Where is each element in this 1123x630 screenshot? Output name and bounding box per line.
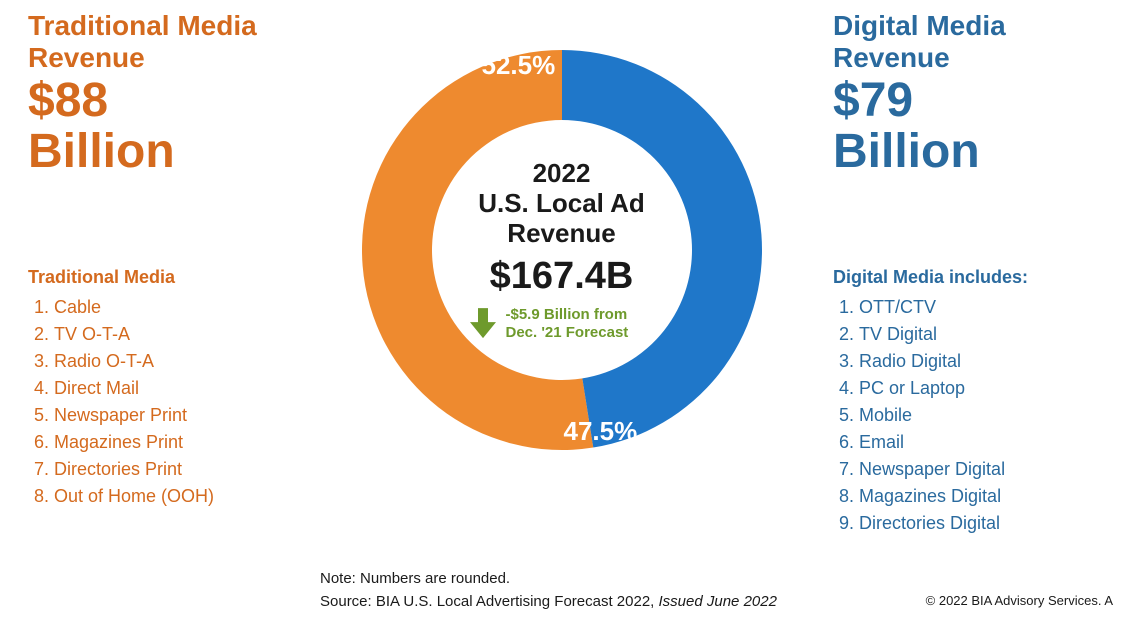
list-item: Directories Digital [859,510,1093,537]
list-item: TV O-T-A [54,321,298,348]
donut-year: 2022 [432,158,692,189]
list-item: TV Digital [859,321,1093,348]
list-item: Direct Mail [54,375,298,402]
donut-delta-text: -$5.9 Billion from Dec. '21 Forecast [506,306,656,342]
list-item: Cable [54,294,298,321]
footer-source-prefix: Source: BIA U.S. Local Advertising Forec… [320,593,659,610]
list-item: OTT/CTV [859,294,1093,321]
copyright: © 2022 BIA Advisory Services. A [926,593,1113,608]
list-item: Email [859,429,1093,456]
list-item: Directories Print [54,456,298,483]
footer-source: Source: BIA U.S. Local Advertising Forec… [320,593,777,610]
traditional-amount: $88 [28,76,298,126]
list-item: Magazines Digital [859,483,1093,510]
list-item: Radio Digital [859,348,1093,375]
traditional-title: Traditional Media Revenue [28,10,298,74]
list-item: Newspaper Digital [859,456,1093,483]
donut-center: 2022 U.S. Local Ad Revenue $167.4B -$5.9… [432,158,692,342]
traditional-list: CableTV O-T-ARadio O-T-ADirect MailNewsp… [28,294,298,510]
digital-unit: Billion [833,127,1093,177]
donut-label-digital: 47.5% [564,416,638,447]
digital-list-heading: Digital Media includes: [833,267,1093,288]
arrow-down-icon [468,306,498,340]
list-item: PC or Laptop [859,375,1093,402]
donut-total: $167.4B [432,255,692,298]
footer: Note: Numbers are rounded. Source: BIA U… [320,570,777,610]
digital-amount: $79 [833,76,1093,126]
traditional-panel: Traditional Media Revenue $88 Billion Tr… [28,10,298,510]
list-item: Radio O-T-A [54,348,298,375]
digital-list: OTT/CTVTV DigitalRadio DigitalPC or Lapt… [833,294,1093,537]
donut-title-line2: Revenue [432,219,692,249]
list-item: Mobile [859,402,1093,429]
traditional-unit: Billion [28,127,298,177]
traditional-list-heading: Traditional Media [28,267,298,288]
digital-panel: Digital Media Revenue $79 Billion Digita… [833,10,1093,537]
donut-title-line1: U.S. Local Ad [432,189,692,219]
footer-note: Note: Numbers are rounded. [320,570,777,587]
donut-chart: 52.5% 47.5% 2022 U.S. Local Ad Revenue $… [352,40,772,460]
donut-delta: -$5.9 Billion from Dec. '21 Forecast [432,306,692,342]
digital-title: Digital Media Revenue [833,10,1093,74]
list-item: Out of Home (OOH) [54,483,298,510]
footer-source-issued: Issued June 2022 [659,593,777,610]
list-item: Newspaper Print [54,402,298,429]
donut-label-traditional: 52.5% [482,50,556,81]
list-item: Magazines Print [54,429,298,456]
